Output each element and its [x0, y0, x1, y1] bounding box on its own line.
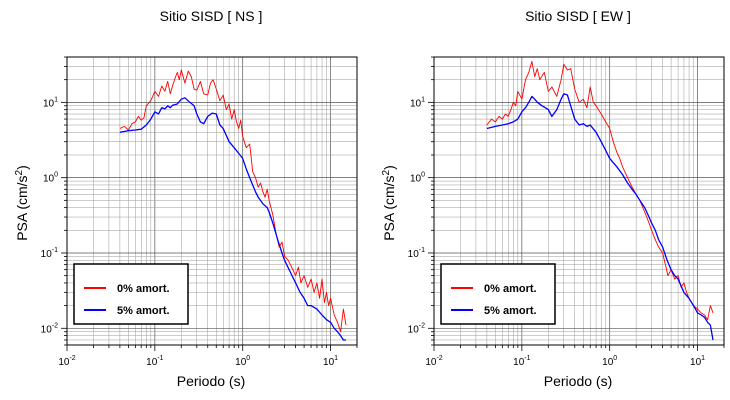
x-tick-label: 100 [235, 355, 250, 368]
y-axis-label: PSA (cm/s2) [14, 165, 30, 241]
y-tick-label: 100 [43, 172, 58, 185]
y-axis-label-sup: 2 [14, 169, 25, 175]
chart-ew: Sitio SISD [ EW ] 10-2 10-1 100 101 10-2 10-1… [381, 8, 725, 389]
series-line-5pct [119, 97, 346, 341]
grid [66, 56, 358, 346]
y-tick-label: 101 [43, 96, 58, 109]
legend: 0% amort. 5% amort. [73, 263, 189, 325]
legend-label-0: 0% amort. [484, 283, 537, 295]
y-tick-label: 10-2 [41, 322, 58, 335]
axis-ticks: 10-2 10-1 100 101 10-2 10-1 100 101 [41, 56, 358, 368]
y-axis-label-end: ) [381, 165, 397, 170]
legend-label-1: 5% amort. [484, 305, 537, 317]
series-line-0pct [486, 60, 714, 321]
y-axis-label-main: PSA (cm/s [381, 175, 397, 240]
x-tick-label: 101 [690, 355, 705, 368]
x-tick-label: 10-1 [513, 355, 530, 368]
legend: 0% amort. 5% amort. [440, 263, 556, 325]
series-line-5pct [486, 93, 714, 341]
x-tick-label: 10-2 [58, 355, 75, 368]
y-axis-label-sup: 2 [381, 169, 392, 175]
legend-box [73, 263, 189, 325]
y-axis-label-main: PSA (cm/s [14, 175, 30, 240]
x-tick-label: 101 [323, 355, 338, 368]
series-line-0pct [119, 69, 347, 333]
chart-ns: Sitio SISD [ NS ] 10-2 10-1 100 101 10-2 10-1… [14, 8, 358, 389]
curves [486, 60, 714, 341]
y-tick-label: 10-1 [41, 247, 58, 260]
x-tick-label: 10-1 [146, 355, 163, 368]
chart-title: Sitio SISD [ NS ] [160, 8, 263, 24]
plot-frame [66, 56, 358, 346]
y-tick-label: 100 [410, 172, 425, 185]
axis-ticks: 10-2 10-1 100 101 10-2 10-1 100 101 [408, 56, 725, 368]
legend-label-1: 5% amort. [117, 305, 170, 317]
y-axis-label: PSA (cm/s2) [381, 165, 397, 241]
y-tick-label: 10-2 [408, 322, 425, 335]
plot-frame [433, 56, 725, 346]
y-tick-label: 101 [410, 96, 425, 109]
curves [119, 69, 347, 341]
legend-label-0: 0% amort. [117, 283, 170, 295]
x-tick-label: 100 [602, 355, 617, 368]
chart-title: Sitio SISD [ EW ] [525, 8, 631, 24]
y-tick-label: 10-1 [408, 247, 425, 260]
legend-box [440, 263, 556, 325]
x-tick-label: 10-2 [425, 355, 442, 368]
y-axis-label-end: ) [14, 165, 30, 170]
x-axis-label: Periodo (s) [177, 373, 245, 389]
x-axis-label: Periodo (s) [544, 373, 612, 389]
